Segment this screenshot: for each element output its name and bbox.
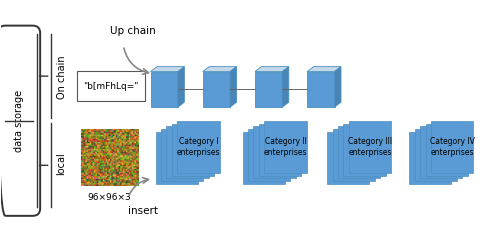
Polygon shape <box>242 132 285 184</box>
Text: Category III
enterprises: Category III enterprises <box>348 137 392 157</box>
Polygon shape <box>166 126 208 178</box>
Polygon shape <box>426 124 468 176</box>
Polygon shape <box>203 72 230 107</box>
Text: data storage: data storage <box>14 90 24 152</box>
Polygon shape <box>259 124 301 176</box>
Polygon shape <box>248 129 290 181</box>
Polygon shape <box>203 67 236 72</box>
Text: Category IV
enterprises: Category IV enterprises <box>430 137 474 157</box>
Polygon shape <box>230 67 236 107</box>
Polygon shape <box>307 72 334 107</box>
Polygon shape <box>344 124 386 176</box>
Polygon shape <box>178 67 184 107</box>
Polygon shape <box>338 126 380 178</box>
Polygon shape <box>409 132 452 184</box>
Text: local: local <box>56 153 66 175</box>
FancyBboxPatch shape <box>77 71 144 101</box>
Text: Category I
enterprises: Category I enterprises <box>177 137 220 157</box>
Text: On chain: On chain <box>56 55 66 99</box>
Polygon shape <box>150 72 178 107</box>
Polygon shape <box>156 132 198 184</box>
Text: "b[mFhLq=": "b[mFhLq=" <box>83 82 138 91</box>
Polygon shape <box>420 126 463 178</box>
Polygon shape <box>327 132 370 184</box>
Polygon shape <box>161 129 204 181</box>
Text: insert: insert <box>128 206 158 216</box>
Polygon shape <box>332 129 375 181</box>
Polygon shape <box>431 121 474 173</box>
Polygon shape <box>178 121 220 173</box>
Polygon shape <box>349 121 391 173</box>
Polygon shape <box>414 129 457 181</box>
Polygon shape <box>254 126 296 178</box>
Polygon shape <box>150 67 184 72</box>
Polygon shape <box>307 67 341 72</box>
Text: 96×96×3: 96×96×3 <box>88 193 132 201</box>
Polygon shape <box>255 72 282 107</box>
Text: Category II
enterprises: Category II enterprises <box>264 137 308 157</box>
Polygon shape <box>264 121 306 173</box>
Polygon shape <box>282 67 289 107</box>
Polygon shape <box>334 67 341 107</box>
Polygon shape <box>255 67 289 72</box>
Polygon shape <box>172 124 214 176</box>
Text: Up chain: Up chain <box>110 27 156 36</box>
